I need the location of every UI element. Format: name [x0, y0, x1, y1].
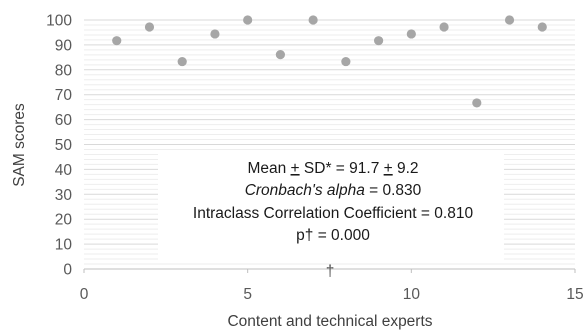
y-tick-label: 90 [55, 37, 73, 54]
data-point [112, 36, 122, 46]
y-tick-label: 0 [63, 262, 72, 279]
data-point [341, 56, 351, 67]
y-tick-label: 50 [55, 137, 73, 154]
y-tick-label: 10 [55, 237, 73, 254]
statistics-annotation: Mean + SD* = 91.7 + 9.2 Cronbach's alpha… [193, 160, 474, 244]
dagger-mark: † [326, 263, 335, 280]
annotation-alpha-line: Cronbach's alpha = 0.830 [245, 182, 422, 199]
y-tick-label: 40 [55, 162, 73, 179]
y-tick-label: 60 [55, 112, 73, 129]
y-tick-label: 80 [55, 62, 73, 79]
data-point [406, 29, 416, 39]
data-point [177, 56, 187, 67]
x-tick-label: 10 [403, 286, 421, 303]
x-axis-title: Content and technical experts [227, 313, 432, 330]
data-point [504, 15, 515, 25]
x-tick-labels: 0 5 10 15 [80, 286, 584, 303]
annotation-mean-line: Mean + SD* = 91.7 + 9.2 [247, 160, 418, 177]
data-point [537, 22, 547, 32]
y-axis-title: SAM scores [11, 103, 28, 187]
data-point [210, 29, 220, 39]
data-point [439, 22, 449, 32]
data-point [144, 22, 155, 32]
y-tick-label: 30 [55, 187, 73, 204]
y-tick-label: 20 [55, 212, 73, 229]
y-tick-labels: 0 10 20 30 40 50 60 70 80 90 100 [46, 13, 72, 279]
y-tick-label: 100 [46, 13, 72, 30]
x-tick-label: 15 [566, 286, 583, 303]
x-tick-label: 0 [80, 286, 89, 303]
y-tick-label: 70 [55, 87, 73, 104]
data-point [243, 15, 253, 25]
annotation-icc-line: Intraclass Correlation Coefficient = 0.8… [193, 205, 474, 222]
data-point [275, 50, 285, 60]
data-point [374, 36, 384, 46]
data-points [112, 15, 547, 108]
annotation-box [158, 151, 504, 263]
data-point [472, 98, 482, 108]
x-tick-label: 5 [243, 286, 252, 303]
annotation-p-line: p† = 0.000 [296, 227, 370, 244]
axes [83, 268, 576, 273]
data-point [308, 15, 318, 25]
